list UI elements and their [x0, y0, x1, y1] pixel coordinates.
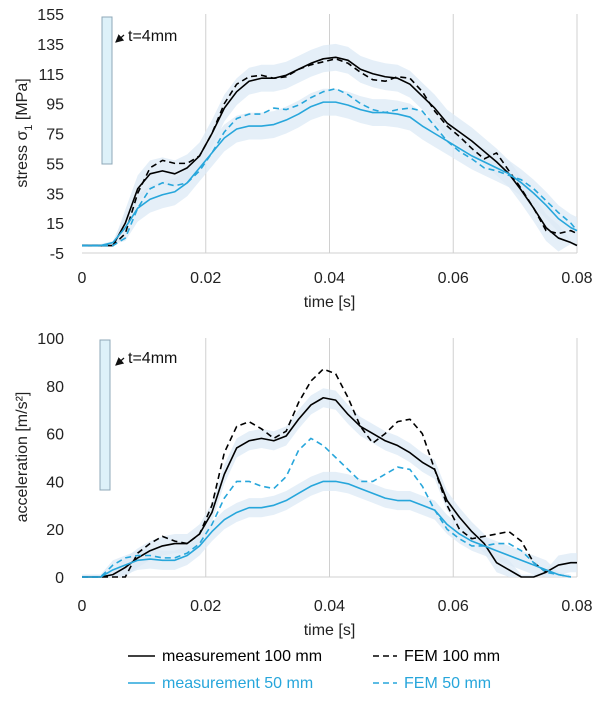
legend-label: measurement 50 mm — [162, 675, 313, 692]
y-tick-label: 60 — [46, 427, 64, 444]
legend-label: measurement 100 mm — [162, 648, 322, 665]
x-tick-label: 0.06 — [438, 270, 469, 287]
specimen-thickness-bar — [99, 339, 111, 491]
acceleration-chart: 0 20 40 60 80 100 0 0.02 0.04 0.06 0.08 time [s] acc… — [14, 331, 593, 639]
series-line-measurement-50-mm — [82, 101, 578, 247]
y-tick-label: 0 — [55, 570, 64, 587]
y-tick-label: 80 — [46, 379, 64, 396]
series-line-measurement-100-mm — [82, 396, 577, 578]
y-tick-label: -5 — [50, 246, 64, 263]
y-tick-label: 75 — [46, 127, 64, 144]
x-tick-label: 0.04 — [314, 270, 345, 287]
series-line-fem-50-mm — [82, 437, 571, 578]
y-axis-label-unit: [MPa] — [14, 78, 31, 124]
series-line-measurement-50-mm — [82, 480, 571, 578]
stress-chart: -5 15 35 55 75 95 115 135 155 0 0.02 0.04 0.06 0.08 ti… — [14, 7, 593, 311]
thickness-annotation: t=4mm — [128, 28, 177, 45]
x-tick-label: 0.08 — [561, 598, 592, 615]
legend-label: FEM 100 mm — [404, 648, 500, 665]
y-tick-label: 135 — [37, 37, 64, 54]
thickness-annotation: t=4mm — [128, 350, 177, 367]
y-tick-label: 55 — [46, 156, 64, 173]
y-axis-label: stress σ1 [MPa] — [14, 78, 35, 187]
x-tick-label: 0 — [78, 270, 87, 287]
y-tick-label: 15 — [46, 216, 64, 233]
series-line-fem-50-mm — [82, 87, 578, 247]
series-line-measurement-100-mm — [82, 56, 578, 247]
x-tick-label: 0.04 — [314, 598, 345, 615]
legend: measurement 100 mm FEM 100 mm measurement … — [128, 648, 500, 692]
x-tick-label: 0 — [78, 598, 87, 615]
y-axis-label: acceleration [m/s²] — [14, 392, 31, 523]
y-tick-label: 115 — [38, 67, 64, 84]
x-tick-label: 0.02 — [190, 598, 221, 615]
x-axis-label: time [s] — [304, 294, 356, 311]
y-tick-label: 35 — [46, 186, 64, 203]
annotation-arrow — [115, 34, 125, 43]
x-tick-label: 0.06 — [438, 598, 469, 615]
series-line-fem-100-mm — [82, 58, 578, 247]
y-tick-label: 95 — [46, 97, 64, 114]
x-tick-label: 0.08 — [561, 270, 592, 287]
y-tick-label: 40 — [46, 474, 64, 491]
annotation-arrow — [115, 357, 125, 366]
uncertainty-band — [82, 88, 577, 248]
x-tick-label: 0.02 — [190, 270, 221, 287]
y-axis-label-main: stress σ — [14, 131, 31, 188]
y-axis-label-subscript: 1 — [23, 125, 35, 131]
y-tick-label: 155 — [37, 7, 64, 24]
series-line-fem-100-mm — [82, 368, 547, 578]
specimen-thickness-bar — [101, 16, 113, 165]
y-tick-label: 20 — [46, 522, 64, 539]
y-tick-label: 100 — [37, 331, 64, 348]
legend-label: FEM 50 mm — [404, 675, 491, 692]
x-axis-label: time [s] — [304, 622, 356, 639]
